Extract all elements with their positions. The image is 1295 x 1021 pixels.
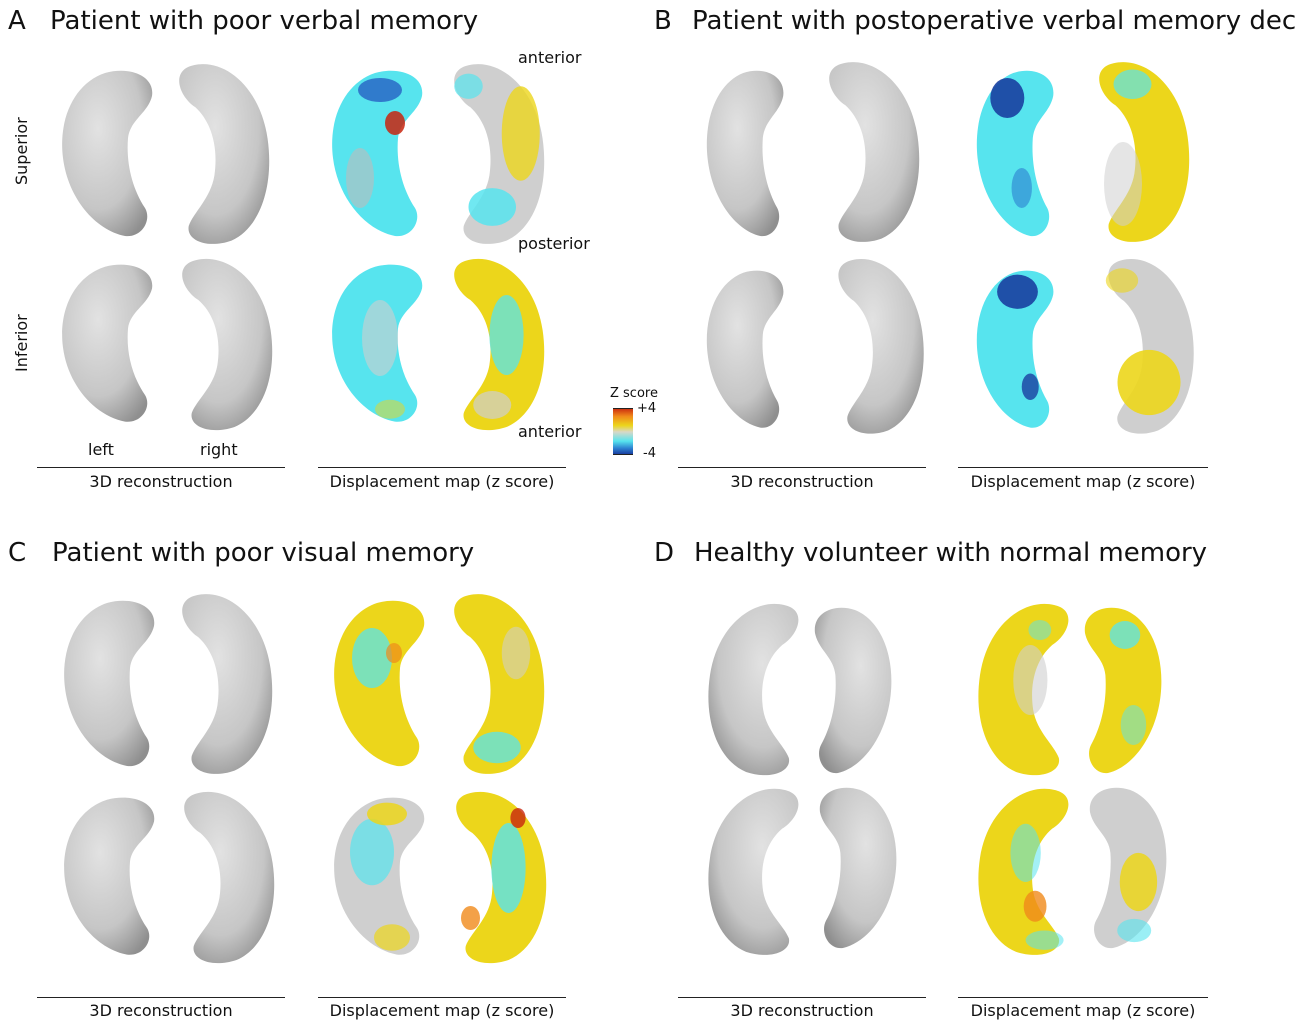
d-recon-superior-right — [814, 607, 892, 774]
b-disp-superior-left — [976, 70, 1054, 237]
rule-b-recon — [678, 467, 926, 468]
c-disp-inferior-left — [334, 797, 425, 955]
colorbar — [613, 408, 633, 454]
colorbar-tick-bottom — [613, 454, 633, 455]
c-recon-inferior-left — [64, 797, 155, 955]
a-recon-inferior-left — [62, 264, 153, 422]
caption-c-disp: Displacement map (z score) — [329, 1001, 555, 1020]
c-recon-inferior-right — [184, 791, 275, 964]
panel-b-letter: B — [654, 6, 672, 36]
d-recon-inferior-right — [819, 787, 897, 949]
c-disp-superior-left — [334, 600, 425, 767]
caption-d-recon: 3D reconstruction — [730, 1001, 874, 1020]
rule-d-recon — [678, 997, 926, 998]
b-recon-superior-right — [829, 62, 920, 242]
a-disp-inferior-left — [332, 264, 423, 422]
caption-c-recon: 3D reconstruction — [89, 1001, 233, 1020]
panel-a-title: Patient with poor verbal memory — [50, 6, 479, 36]
label-right: right — [200, 440, 238, 459]
a-disp-inferior-right — [454, 258, 545, 431]
d-disp-inferior-right — [1089, 787, 1167, 949]
panel-d-title: Healthy volunteer with normal memory — [694, 538, 1208, 568]
label-posterior: posterior — [518, 234, 590, 253]
b-disp-inferior-right — [1105, 258, 1194, 434]
c-disp-superior-right — [454, 594, 545, 774]
label-anterior-bottom: anterior — [518, 422, 582, 441]
panel-c-letter: C — [8, 538, 27, 568]
label-anterior-top: anterior — [518, 48, 582, 67]
colorbar-min: -4 — [643, 446, 656, 461]
b-recon-inferior-right — [838, 258, 924, 434]
b-recon-inferior-left — [706, 270, 784, 428]
caption-a-recon: 3D reconstruction — [89, 472, 233, 491]
panel-a-letter: A — [8, 6, 26, 36]
caption-b-disp: Displacement map (z score) — [970, 472, 1196, 491]
a-recon-inferior-right — [182, 258, 273, 431]
colorbar-title: Z score — [610, 386, 658, 401]
d-disp-superior-right — [1084, 607, 1162, 774]
b-recon-superior-left — [706, 70, 784, 237]
rule-a-recon — [37, 467, 285, 468]
label-left: left — [88, 440, 114, 459]
colorbar-max: +4 — [637, 401, 657, 416]
d-disp-inferior-left — [978, 788, 1069, 955]
caption-b-recon: 3D reconstruction — [730, 472, 874, 491]
a-recon-superior-left — [62, 70, 153, 237]
panel-b-title: Patient with postoperative verbal memory… — [692, 6, 1295, 36]
caption-d-disp: Displacement map (z score) — [970, 1001, 1196, 1020]
c-recon-superior-left — [64, 600, 155, 767]
rule-d-disp — [958, 997, 1208, 998]
rule-b-disp — [958, 467, 1208, 468]
b-disp-superior-right — [1099, 62, 1190, 242]
colorbar-tick-top — [613, 408, 633, 409]
d-recon-inferior-left — [708, 788, 799, 955]
caption-a-disp: Displacement map (z score) — [329, 472, 555, 491]
rule-a-disp — [318, 467, 566, 468]
b-disp-inferior-left — [976, 270, 1054, 428]
d-recon-superior-left — [708, 603, 799, 776]
c-disp-inferior-right — [456, 791, 547, 964]
rule-c-recon — [37, 997, 285, 998]
rule-c-disp — [318, 997, 566, 998]
c-recon-superior-right — [182, 594, 273, 774]
panel-d-letter: D — [654, 538, 675, 568]
a-recon-superior-right — [179, 64, 270, 244]
d-disp-superior-left — [978, 603, 1069, 776]
a-disp-superior-left — [332, 70, 423, 237]
panel-c-title: Patient with poor visual memory — [52, 538, 475, 568]
a-disp-superior-right — [454, 64, 545, 244]
